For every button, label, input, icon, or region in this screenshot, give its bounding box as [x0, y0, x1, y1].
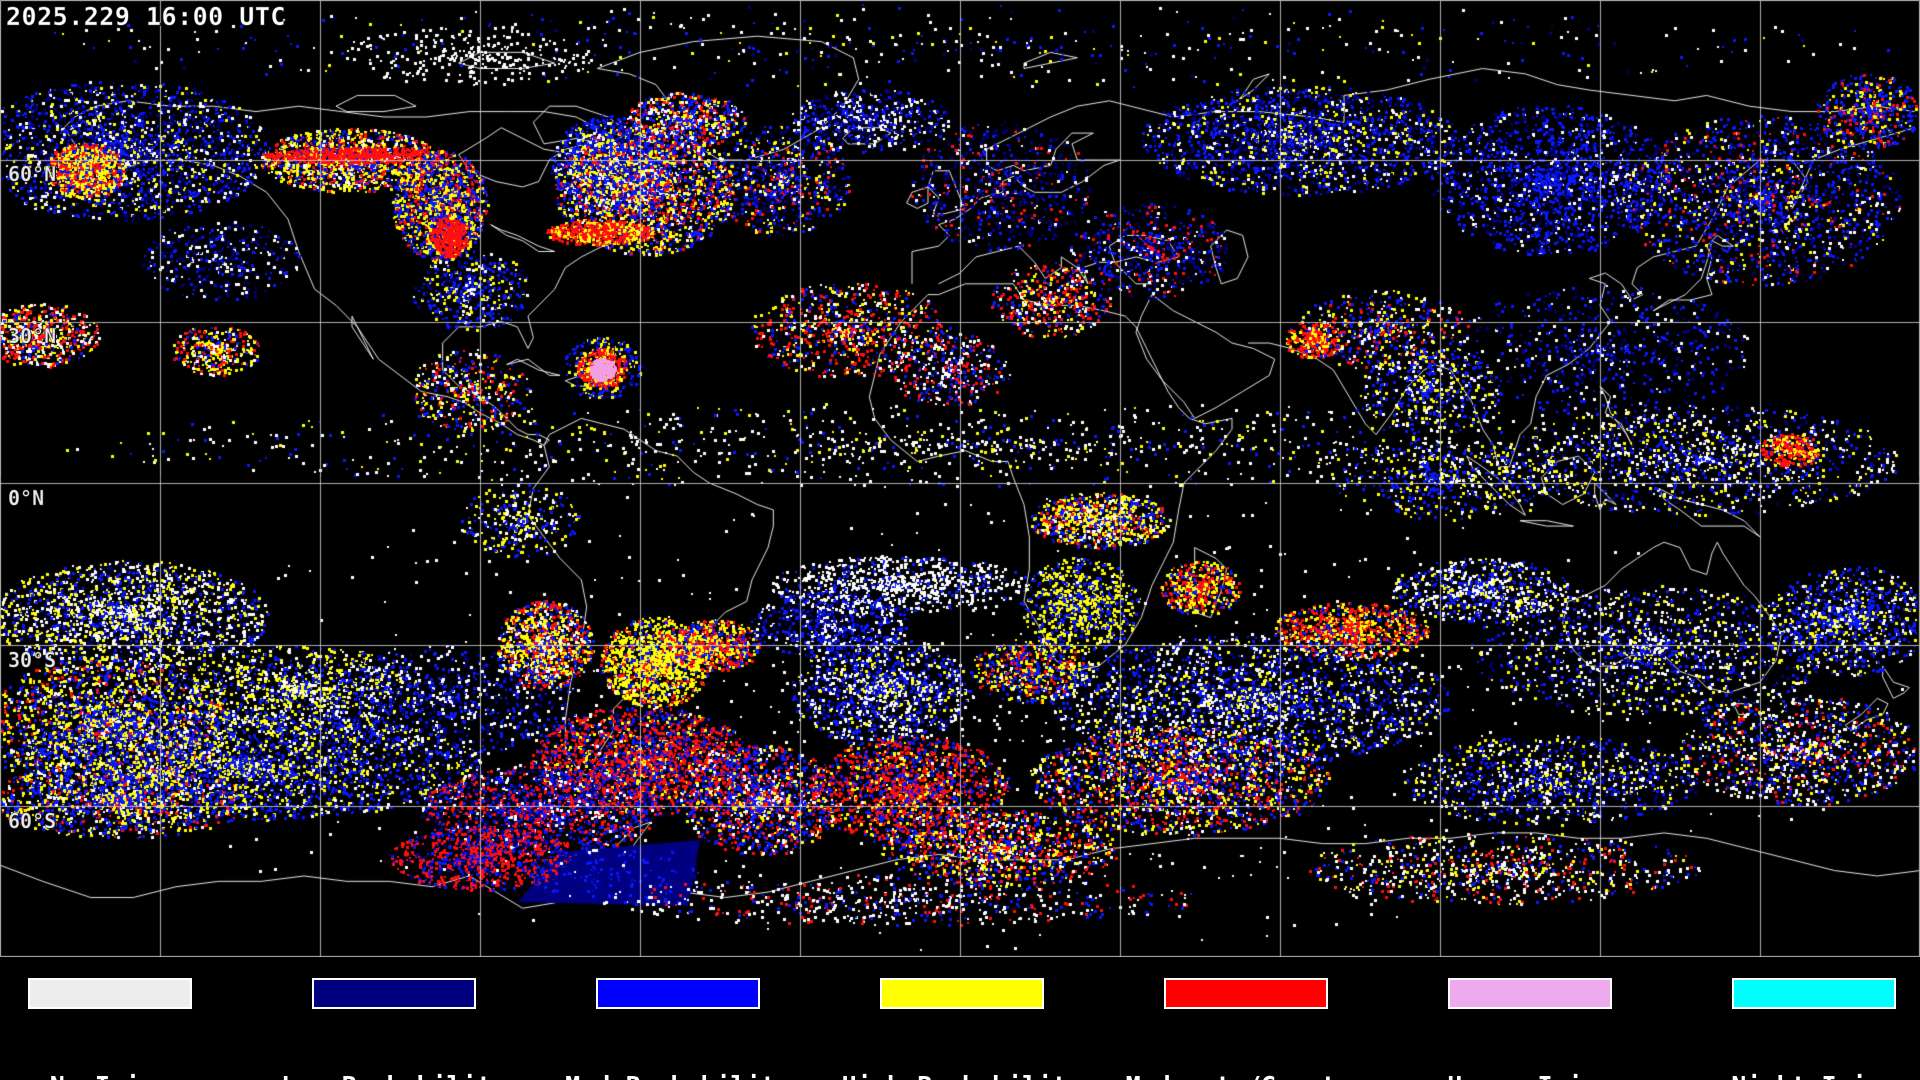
legend-label-line1: High Probability — [820, 1072, 1104, 1080]
legend-item-heavy-icing: Heavy Icing — [1388, 957, 1672, 1080]
map-canvas — [0, 0, 1920, 957]
legend-swatch-heavy-icing — [1448, 978, 1612, 1009]
lat-label-60s: 60°S — [8, 809, 57, 834]
lat-label-0n: 0°N — [8, 486, 45, 511]
legend-item-low-prob-light-icing: Low Probability of Light Icing — [252, 957, 536, 1080]
legend-swatch-night-icing — [1732, 978, 1896, 1009]
legend-item-no-icing-retrieval: No Icing Retrieval — [0, 957, 252, 1080]
legend-label: Low Probability of Light Icing — [252, 1018, 536, 1080]
legend-item-med-prob-light-icing: Med.Probability of Light Icing — [536, 957, 820, 1080]
legend-item-night-icing: Night Icing — [1672, 957, 1920, 1080]
world-icing-map: 2025.229 16:00 UTC 60°N 30°N 0°N 30°S 60… — [0, 0, 1920, 957]
timestamp: 2025.229 16:00 UTC — [6, 2, 286, 32]
lat-label-30s: 30°S — [8, 648, 57, 673]
legend-item-high-prob-light-icing: High Probability of Light Icing — [820, 957, 1104, 1080]
legend-label-line1: Heavy Icing — [1388, 1072, 1672, 1080]
legend-label-line1: Moderate/Greater — [1104, 1072, 1388, 1080]
legend-label: Moderate/Greater Icing Likely — [1104, 1018, 1388, 1080]
lat-label-30n: 30°N — [8, 324, 57, 349]
legend: No Icing Retrieval Low Probability of Li… — [0, 957, 1920, 1080]
legend-label-line1: Night Icing — [1672, 1072, 1920, 1080]
legend-label-line1: No Icing — [0, 1072, 252, 1080]
legend-label: Heavy Icing — [1388, 1018, 1672, 1080]
legend-label: Med.Probability of Light Icing — [536, 1018, 820, 1080]
legend-swatch-high-prob-light-icing — [880, 978, 1044, 1009]
legend-swatch-no-icing-retrieval — [28, 978, 192, 1009]
lat-label-60n: 60°N — [8, 162, 57, 187]
legend-swatch-med-prob-light-icing — [596, 978, 760, 1009]
legend-swatch-low-prob-light-icing — [312, 978, 476, 1009]
legend-label: No Icing Retrieval — [0, 1018, 252, 1080]
legend-label-line1: Med.Probability — [536, 1072, 820, 1080]
legend-swatch-moderate-greater-icing — [1164, 978, 1328, 1009]
legend-label: Night Icing — [1672, 1018, 1920, 1080]
legend-label: High Probability of Light Icing — [820, 1018, 1104, 1080]
legend-item-moderate-greater-icing: Moderate/Greater Icing Likely — [1104, 957, 1388, 1080]
legend-label-line1: Low Probability — [252, 1072, 536, 1080]
